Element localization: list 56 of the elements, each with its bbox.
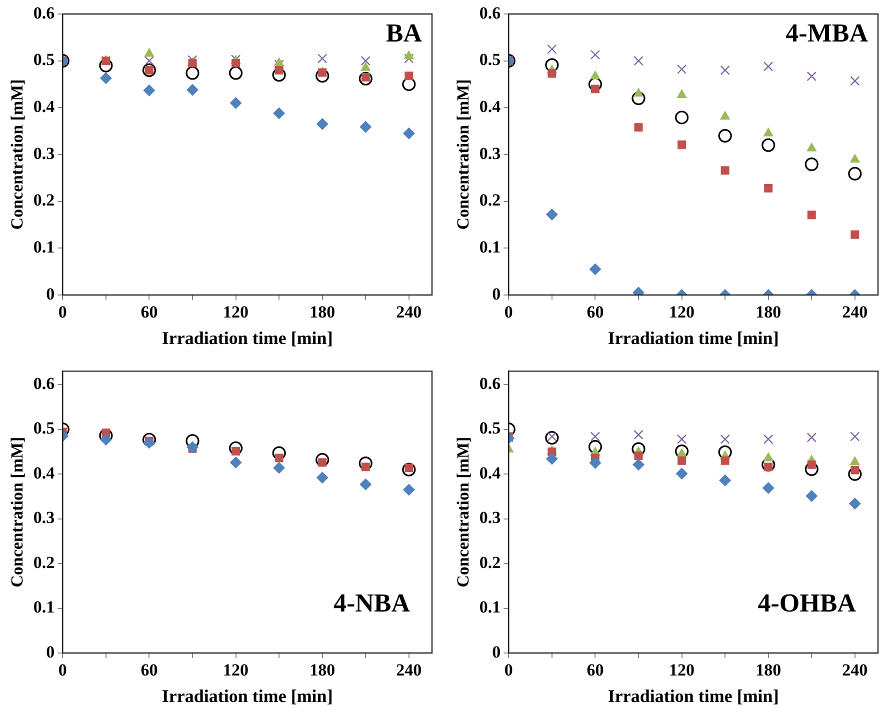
y-tick-label: 0.5 (479, 418, 501, 438)
x-axis-title: Irradiation time [min] (608, 686, 779, 706)
y-tick-label: 0 (492, 284, 501, 304)
y-tick-label: 0.2 (33, 552, 55, 572)
x-tick-label: 180 (310, 660, 336, 680)
x-tick-label: 120 (669, 302, 695, 322)
chart-title: 4-MBA (786, 18, 868, 48)
y-tick-label: 0.1 (33, 238, 55, 257)
x-tick-label: 60 (140, 302, 158, 322)
x-tick-label: 120 (223, 302, 249, 322)
y-tick-label: 0 (46, 642, 55, 662)
y-tick-label: 0.1 (479, 598, 501, 617)
y-tick-label: 0.2 (33, 190, 55, 210)
y-tick-label: 0.4 (33, 463, 56, 482)
chart-title: BA (386, 18, 422, 48)
y-tick-label: 0.1 (33, 598, 55, 617)
x-tick-label: 120 (669, 660, 695, 680)
y-tick-label: 0.3 (33, 144, 55, 163)
y-tick-label: 0.2 (479, 552, 501, 572)
y-tick-label: 0.4 (479, 97, 502, 116)
x-tick-label: 60 (140, 660, 158, 680)
y-tick-label: 0.3 (479, 144, 501, 163)
x-axis-title: Irradiation time [min] (162, 686, 333, 706)
y-tick-label: 0.3 (479, 508, 501, 528)
y-tick-label: 0.3 (33, 508, 55, 528)
y-tick-label: 0.1 (479, 238, 501, 257)
y-tick-label: 0.6 (33, 3, 55, 22)
x-tick-label: 60 (586, 660, 604, 680)
x-axis-title: Irradiation time [min] (162, 328, 333, 348)
y-tick-label: 0.2 (479, 190, 501, 210)
y-tick-label: 0.6 (33, 374, 55, 394)
y-tick-label: 0.5 (33, 50, 55, 70)
x-tick-label: 240 (396, 660, 422, 680)
y-axis-title: Concentration [mM] (8, 79, 27, 230)
text: 4-NBA (333, 588, 410, 618)
y-tick-label: 0 (492, 642, 501, 662)
x-tick-label: 120 (223, 660, 249, 680)
y-tick-label: 0.5 (479, 50, 501, 70)
y-axis-title: Concentration [mM] (454, 436, 473, 588)
text: 4-OHBA (758, 588, 856, 618)
y-tick-label: 0.4 (33, 97, 56, 116)
y-axis-title: Concentration [mM] (8, 436, 27, 588)
x-tick-label: 180 (756, 660, 782, 680)
x-tick-label: 180 (756, 302, 782, 322)
x-tick-label: 240 (842, 302, 868, 322)
x-tick-label: 240 (842, 660, 868, 680)
y-tick-label: 0.6 (479, 3, 501, 22)
y-tick-label: 0.4 (479, 463, 502, 482)
y-tick-label: 0.5 (33, 418, 55, 438)
x-axis-title: Irradiation time [min] (608, 328, 779, 348)
y-tick-label: 0 (46, 284, 55, 304)
x-tick-label: 180 (310, 302, 336, 322)
x-tick-label: 240 (396, 302, 422, 322)
x-tick-label: 60 (586, 302, 604, 322)
y-tick-label: 0.6 (479, 374, 501, 394)
y-axis-title: Concentration [mM] (454, 79, 473, 230)
